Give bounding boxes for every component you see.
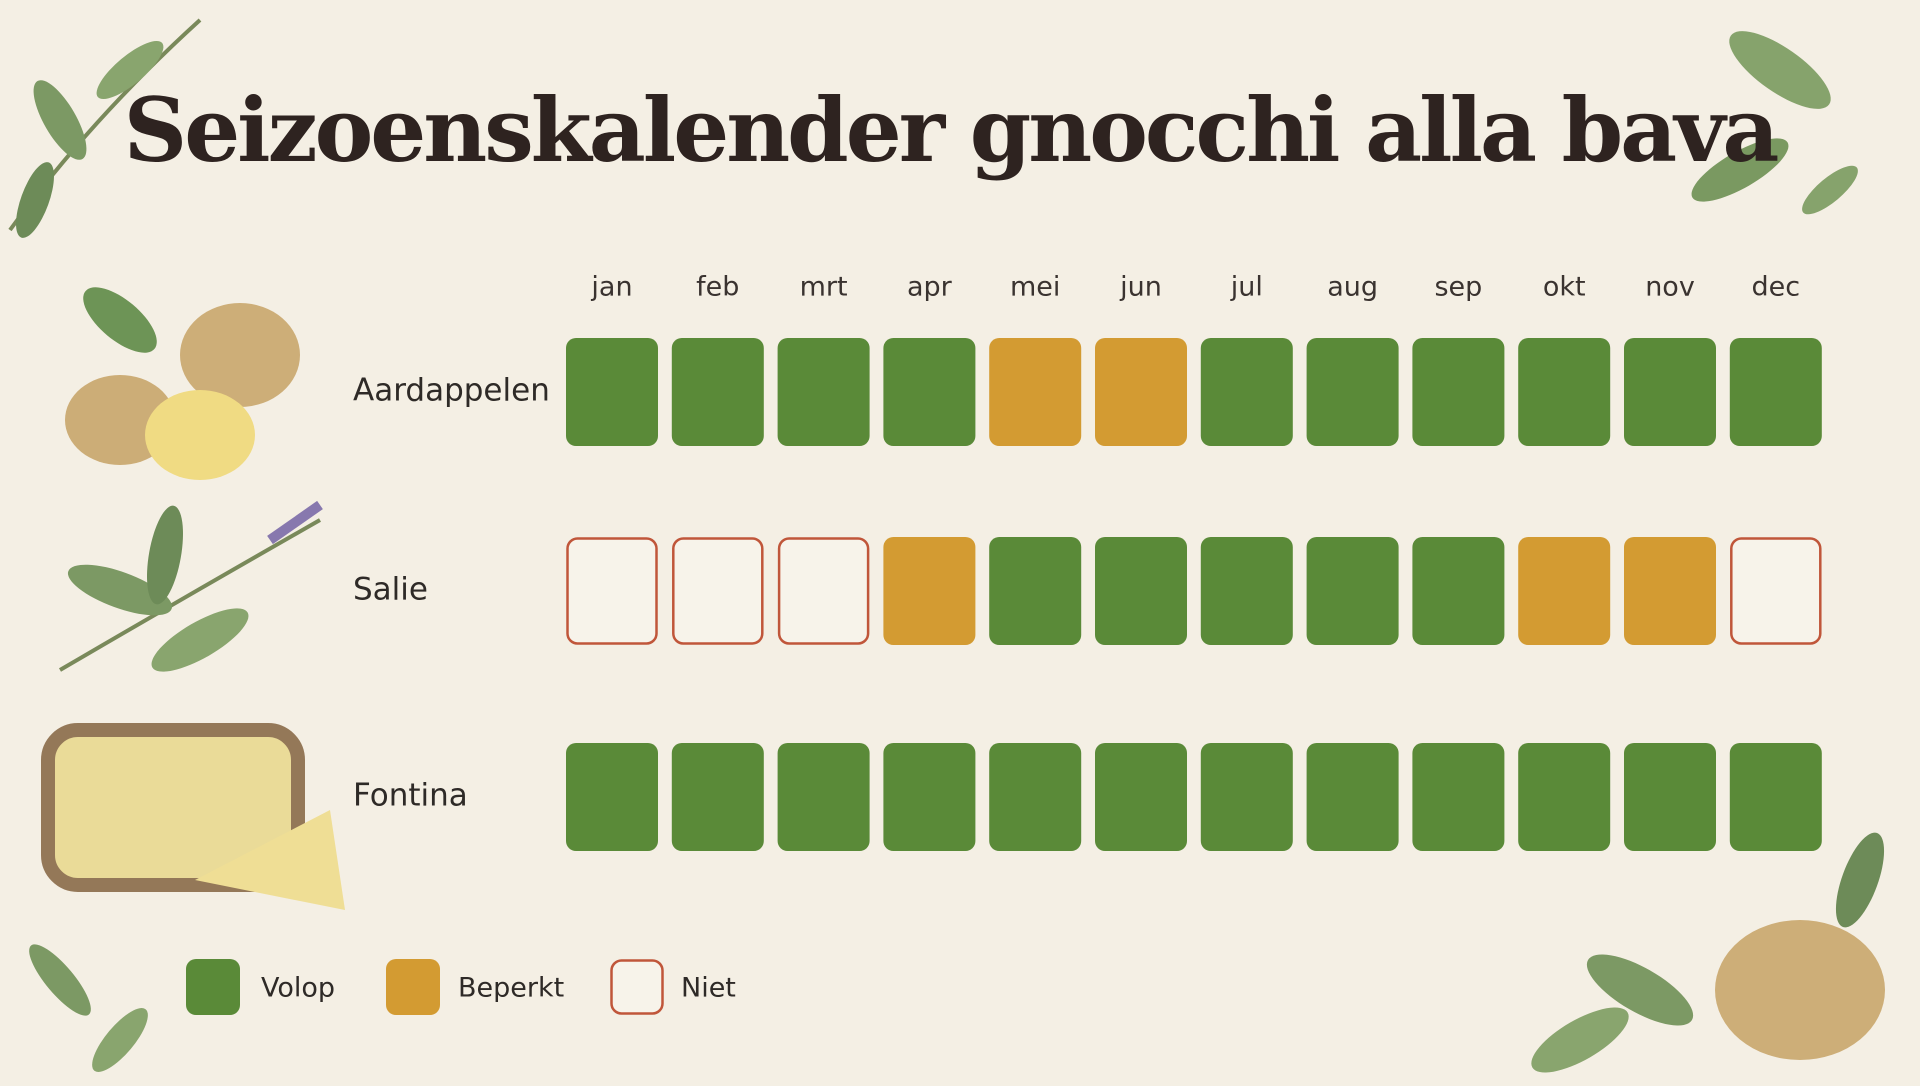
calendar-cell bbox=[883, 338, 976, 446]
month-label: jun bbox=[1119, 272, 1162, 303]
month-label: apr bbox=[907, 272, 953, 303]
calendar-cell bbox=[1095, 338, 1187, 446]
legend-swatch bbox=[186, 959, 240, 1015]
calendar-cell bbox=[989, 338, 1082, 446]
calendar-cell bbox=[1624, 537, 1716, 645]
calendar-cell bbox=[883, 743, 976, 851]
calendar-cell bbox=[1306, 743, 1399, 851]
legend-label: Volop bbox=[261, 973, 335, 1004]
calendar-cell bbox=[1518, 338, 1611, 446]
legend-swatch bbox=[386, 959, 440, 1015]
calendar-cell bbox=[1624, 338, 1716, 446]
month-label: feb bbox=[696, 272, 739, 303]
calendar-cell bbox=[777, 537, 870, 645]
month-label: sep bbox=[1434, 272, 1482, 303]
calendar-cell bbox=[1200, 743, 1293, 851]
calendar-cell bbox=[566, 537, 658, 645]
month-label: jan bbox=[590, 272, 632, 303]
month-label: mei bbox=[1010, 272, 1060, 303]
calendar-cell bbox=[777, 338, 870, 446]
calendar-cell bbox=[1518, 743, 1611, 851]
month-label: jul bbox=[1230, 272, 1263, 303]
calendar-cell bbox=[1412, 537, 1505, 645]
row-label: Fontina bbox=[353, 778, 468, 814]
month-label: dec bbox=[1751, 272, 1800, 303]
month-label: mrt bbox=[800, 272, 848, 303]
calendar-cell bbox=[1095, 743, 1187, 851]
calendar-cell bbox=[1200, 338, 1293, 446]
legend-swatch bbox=[610, 959, 664, 1015]
calendar-cell bbox=[1730, 537, 1822, 645]
month-label: aug bbox=[1327, 272, 1378, 303]
title: Seizoenskalender gnocchi alla bava bbox=[124, 78, 1778, 182]
calendar-cell bbox=[1518, 537, 1611, 645]
month-label: okt bbox=[1543, 272, 1586, 303]
calendar-cell bbox=[777, 743, 870, 851]
calendar-cell bbox=[566, 743, 658, 851]
legend-label: Beperkt bbox=[458, 973, 564, 1004]
calendar-cell bbox=[1095, 537, 1187, 645]
calendar-cell bbox=[1306, 537, 1399, 645]
calendar-cell bbox=[883, 537, 976, 645]
calendar-cell bbox=[1200, 537, 1293, 645]
calendar-cell bbox=[989, 743, 1082, 851]
calendar-cell bbox=[1729, 743, 1822, 851]
calendar-cell bbox=[989, 537, 1082, 645]
calendar-cell bbox=[1412, 338, 1505, 446]
calendar-cell bbox=[1729, 338, 1822, 446]
legend-label: Niet bbox=[681, 973, 736, 1004]
calendar-cell bbox=[1412, 743, 1505, 851]
row-label: Salie bbox=[353, 572, 428, 608]
month-label: nov bbox=[1645, 272, 1695, 303]
calendar-cell bbox=[1306, 338, 1399, 446]
row-label: Aardappelen bbox=[353, 373, 550, 409]
calendar-cell bbox=[672, 537, 764, 645]
calendar-cell bbox=[1624, 743, 1716, 851]
calendar-cell bbox=[566, 338, 658, 446]
calendar-cell bbox=[671, 338, 764, 446]
calendar-cell bbox=[671, 743, 764, 851]
decor bbox=[8, 18, 1885, 1073]
